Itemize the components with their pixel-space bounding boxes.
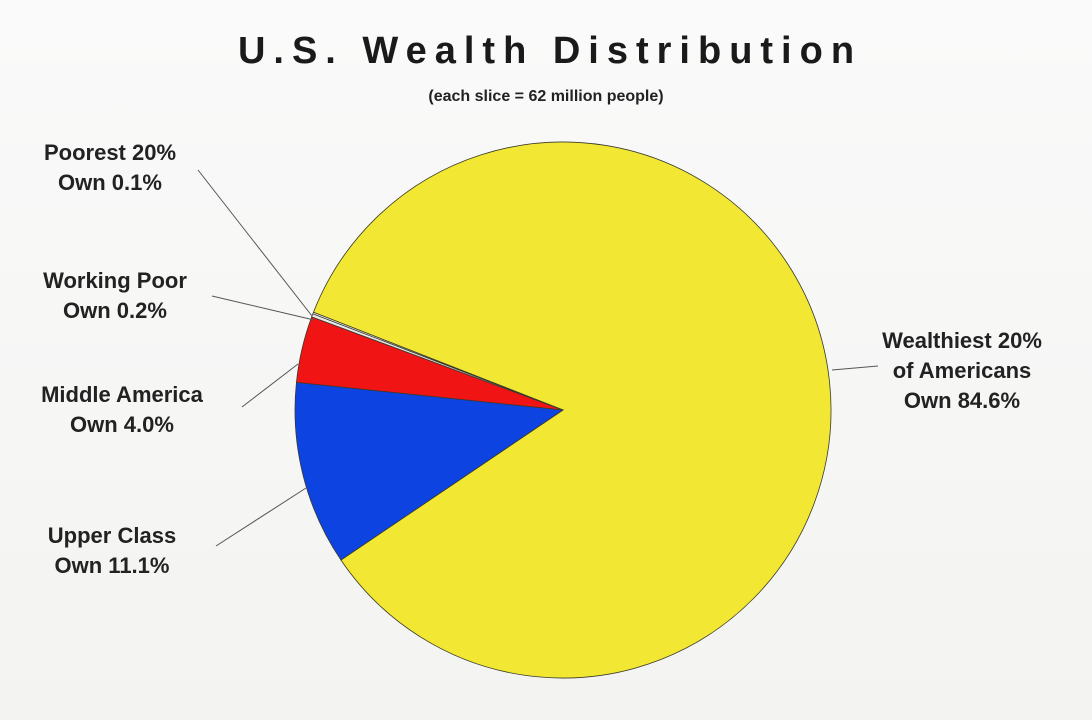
slice-label-3-line-2: Own 4.0% [70,412,174,437]
leader-line-2 [215,487,307,547]
chart-title: U.S. Wealth Distribution [237,30,863,72]
leader-line-1 [831,365,879,371]
pie-slice-1 [312,141,832,679]
pie-slice-2 [294,381,565,561]
slice-label-3-line-1: Middle America [41,382,204,407]
slice-label-2-line-1: Upper Class [48,523,176,548]
slice-label-1-line-3: Own 84.6% [904,388,1020,413]
slice-label-2-line-2: Own 11.1% [55,553,170,578]
slice-label-1-line-1: Wealthiest 20% [882,328,1042,353]
pie-slices [294,141,832,679]
pie-slice-5 [312,311,564,411]
leader-line-3 [241,363,299,408]
slice-label-5-line-2: Own 0.1% [58,170,162,195]
leader-line-5 [197,169,313,317]
slice-label-4-line-1: Working Poor [43,268,187,293]
slice-label-5-line-1: Poorest 20% [44,140,176,165]
leader-line-4 [211,295,315,321]
chart-subtitle: (each slice = 62 million people) [428,88,664,105]
slice-label-1-line-2: of Americans [893,358,1032,383]
slice-labels: Wealthiest 20% of Americans Own 84.6% Upper… [41,140,1042,578]
slice-label-4-line-2: Own 0.2% [63,298,167,323]
leader-lines [197,169,879,547]
